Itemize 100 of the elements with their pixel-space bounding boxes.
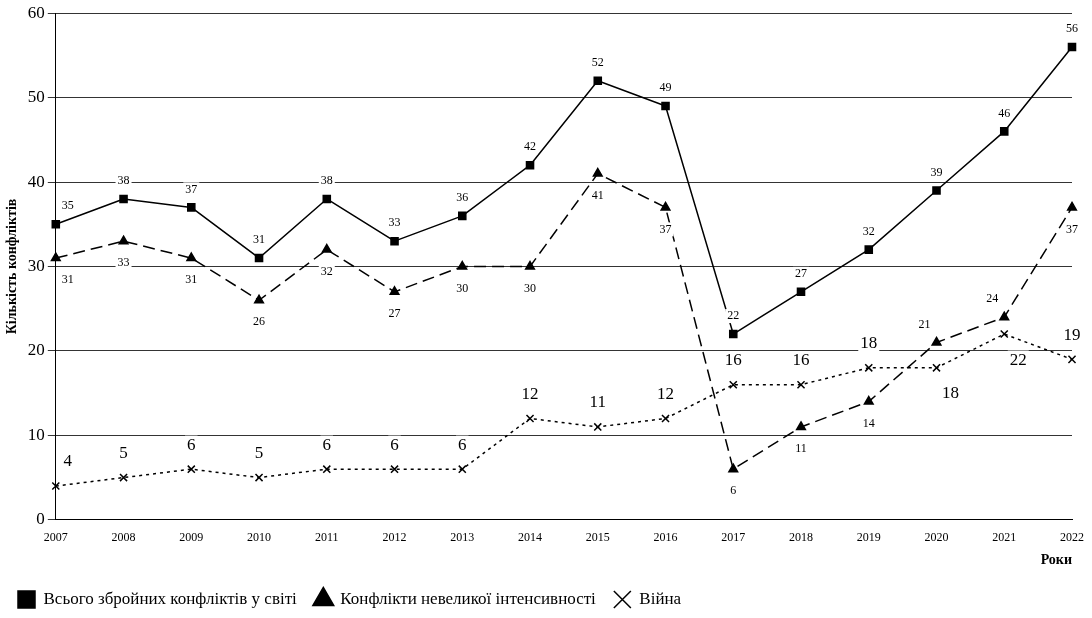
y-tick-label: 0 (36, 509, 45, 529)
x-tick-label: 2014 (518, 530, 543, 545)
data-label: 38 (117, 173, 130, 188)
point (1066, 201, 1078, 211)
data-label: 4 (63, 451, 73, 471)
data-label: 16 (792, 350, 810, 370)
point (322, 464, 332, 474)
point (51, 481, 61, 491)
data-label: 12 (521, 383, 539, 403)
point (321, 243, 332, 253)
point (931, 336, 942, 346)
data-label: 33 (117, 255, 130, 270)
point (661, 101, 670, 111)
point (51, 220, 61, 229)
point (593, 76, 603, 86)
x-tick-label: 2010 (247, 530, 272, 545)
data-label: 39 (930, 164, 943, 179)
point (795, 421, 807, 431)
point (186, 252, 197, 262)
data-label: 31 (185, 272, 198, 287)
y-tick-label: 10 (27, 424, 45, 444)
data-label: 14 (862, 415, 875, 430)
point (389, 286, 400, 296)
data-label: 18 (942, 383, 960, 403)
point (50, 252, 61, 262)
data-label: 36 (456, 190, 469, 204)
data-label: 27 (388, 305, 401, 320)
data-label: 38 (320, 173, 333, 188)
point (457, 260, 468, 270)
x-tick-label: 2020 (924, 530, 949, 545)
data-label: 6 (390, 434, 399, 454)
point (593, 422, 603, 432)
point (660, 201, 671, 211)
legend-label: Конфлікти невеликої інтенсивності (340, 588, 597, 608)
data-label: 31 (253, 232, 266, 247)
y-tick-label: 50 (27, 87, 45, 107)
data-label: 12 (657, 383, 675, 403)
data-label: 11 (589, 392, 606, 412)
y-tick-label: 30 (27, 255, 45, 275)
data-label: 52 (591, 54, 604, 69)
data-label: 56 (1066, 21, 1078, 36)
point (999, 329, 1009, 339)
point (728, 329, 738, 339)
data-label: 6 (187, 434, 196, 454)
point (390, 464, 399, 474)
data-label: 49 (659, 80, 672, 95)
point (187, 464, 196, 474)
x-tick-label: 2008 (111, 530, 136, 545)
x-tick-label: 2009 (179, 530, 204, 545)
point (1067, 42, 1077, 52)
point (661, 414, 670, 423)
data-label: 31 (61, 272, 74, 287)
point (863, 395, 874, 405)
x-tick-label: 2019 (856, 530, 881, 545)
legend-label: Всього збройних конфліктів у світі (43, 588, 298, 608)
x-tick-label: 2012 (382, 530, 407, 545)
point (119, 194, 128, 204)
data-label: 16 (724, 350, 742, 370)
data-label: 22 (727, 308, 740, 323)
point (864, 245, 874, 254)
point (457, 464, 467, 474)
point (118, 235, 129, 245)
data-label: 6 (458, 434, 467, 454)
point (592, 167, 603, 177)
data-label: 30 (456, 280, 469, 295)
legend-label: Війна (639, 588, 682, 608)
y-tick-label: 40 (27, 171, 45, 191)
data-label: 33 (388, 215, 401, 230)
x-tick-label: 2021 (992, 530, 1017, 545)
point (728, 380, 738, 389)
x-tick-label: 2011 (315, 530, 339, 545)
point (187, 203, 196, 212)
point (525, 414, 535, 423)
point (457, 211, 467, 221)
x-tick-label: 2016 (653, 530, 678, 545)
data-label: 5 (254, 443, 264, 463)
data-label: 6 (322, 434, 332, 454)
point (1067, 355, 1077, 364)
point (525, 160, 535, 170)
data-label: 46 (998, 105, 1011, 120)
x-tick-label: 2017 (721, 530, 746, 545)
x-tick-label: 2022 (1060, 530, 1084, 545)
point (253, 294, 265, 304)
data-label: 11 (795, 441, 807, 456)
data-label: 24 (986, 291, 999, 306)
x-tick-label: 2018 (789, 530, 814, 545)
data-label: 5 (119, 443, 128, 463)
data-label: 35 (61, 198, 74, 213)
data-label: 19 (1063, 324, 1081, 344)
data-label: 22 (1009, 349, 1027, 369)
point (932, 363, 941, 373)
point (796, 380, 806, 389)
point (390, 236, 399, 246)
data-label: 32 (320, 263, 333, 278)
data-label: 26 (253, 314, 266, 329)
data-label: 41 (591, 187, 604, 202)
point (796, 287, 806, 297)
point (524, 260, 536, 270)
data-label: 32 (862, 223, 875, 238)
x-tick-label: 2013 (450, 530, 475, 545)
